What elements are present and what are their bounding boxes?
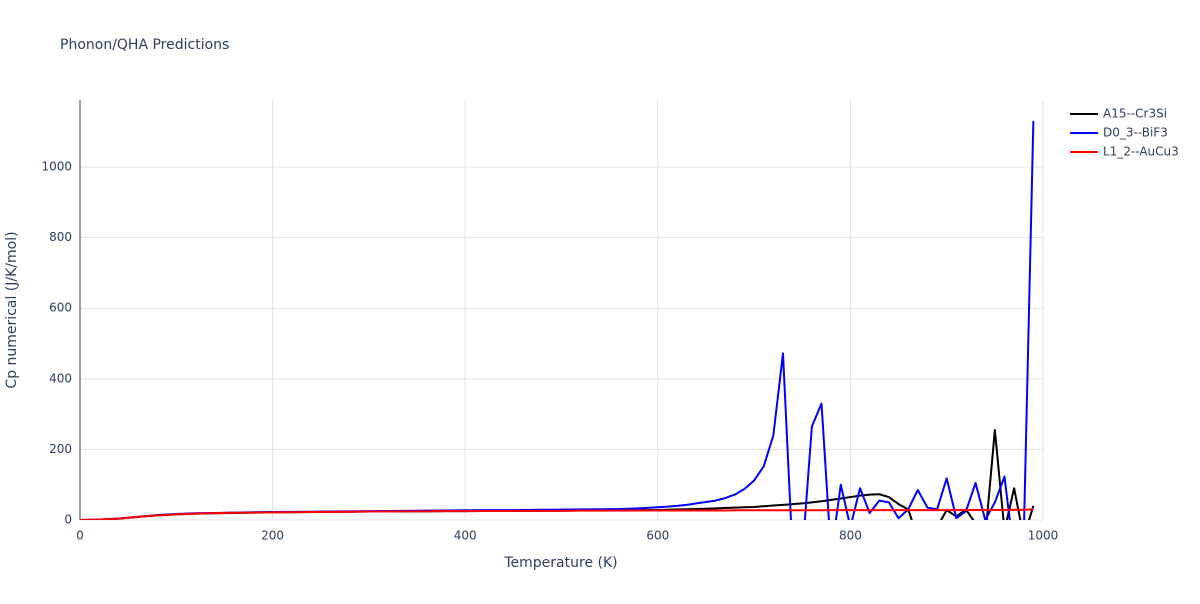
legend-label: A15--Cr3Si (1103, 107, 1167, 121)
x-tick-label: 200 (261, 529, 284, 543)
y-tick-label: 1000 (41, 160, 72, 174)
legend: A15--Cr3Si D0_3--BiF3 L1_2--AuCu3 (1070, 107, 1179, 159)
x-axis-title: Temperature (K) (503, 555, 617, 571)
plot-area (80, 121, 1035, 520)
x-tick-label: 0 (76, 529, 84, 543)
y-tick-label: 200 (49, 442, 72, 456)
y-tick-label: 800 (49, 230, 72, 244)
x-tick-label: 600 (646, 529, 669, 543)
x-tick-label: 400 (454, 529, 477, 543)
y-axis-title: Cp numerical (J/K/mol) (4, 231, 20, 388)
x-tick-label: 1000 (1028, 529, 1059, 543)
y-tick-label: 400 (49, 371, 72, 385)
series-line (80, 429, 1035, 520)
y-tick-label: 600 (49, 301, 72, 315)
series-line (80, 121, 1035, 520)
legend-label: L1_2--AuCu3 (1103, 145, 1179, 159)
series-line (80, 508, 1034, 520)
y-tick-label: 0 (64, 513, 72, 527)
chart-title: Phonon/QHA Predictions (60, 37, 229, 53)
legend-label: D0_3--BiF3 (1103, 126, 1168, 140)
grid: 0 200 400 600 800 1000 0 200 400 600 800 1000 (41, 100, 1058, 543)
x-tick-label: 800 (839, 529, 862, 543)
